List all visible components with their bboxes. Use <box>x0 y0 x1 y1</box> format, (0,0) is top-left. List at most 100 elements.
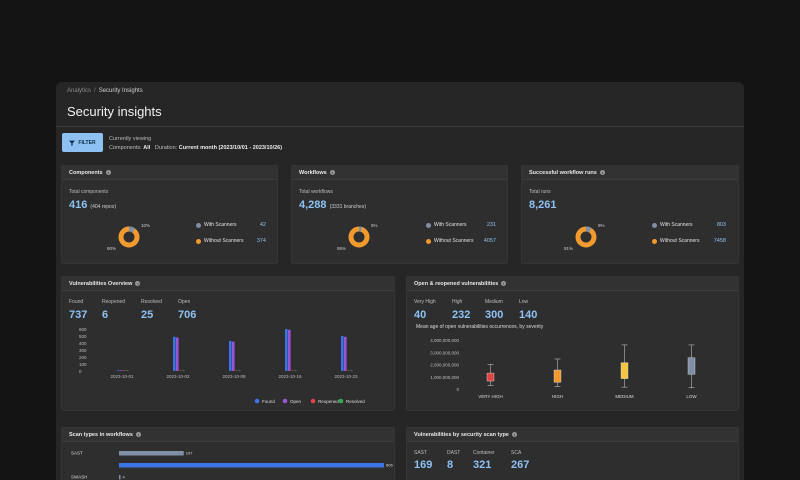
bar-found <box>285 329 288 371</box>
bar-open <box>232 341 235 371</box>
bar-reopened <box>235 370 238 371</box>
legend-label-open: Open <box>290 399 302 404</box>
without-label: Without Scanners <box>660 238 700 244</box>
legend-with: With Scanners <box>196 222 237 228</box>
y-tick-label: 300 <box>79 348 87 353</box>
without-value: 4057 <box>483 238 496 244</box>
without-value: 374 <box>256 238 266 244</box>
without-dot <box>652 238 657 244</box>
y-tick-label: 500 <box>79 334 87 339</box>
stat-open-value: 706 <box>178 309 197 321</box>
stat-sast-value: 169 <box>414 459 433 471</box>
info-icon[interactable]: i <box>501 281 507 286</box>
y-tick-label: 3,000,000,000 <box>430 350 459 355</box>
legend-dot-reopened <box>310 398 316 404</box>
stat-low-label: Low <box>519 299 529 305</box>
legend-dot-found <box>254 398 260 404</box>
filter-button[interactable]: FILTER <box>62 133 103 152</box>
without-dot <box>196 238 201 244</box>
pct-without: 95% <box>337 246 347 251</box>
stat-resolved-label: Resolved <box>141 299 162 305</box>
total-value: 8,261 <box>529 199 557 211</box>
bar-resolved <box>294 370 297 371</box>
stat-very-high-value: 40 <box>414 309 427 321</box>
stat-dast-label: DAST <box>447 450 461 456</box>
total-value: 416 (404 repos) <box>69 199 116 211</box>
page-title: Security insights <box>67 104 162 119</box>
scan-types-card: Scan types in workflows i SAST 197 806 SWASH… <box>61 427 395 480</box>
app-window: Analytics / Security Insights Security ins… <box>56 82 744 480</box>
bar-open <box>176 337 179 371</box>
without-dot <box>426 238 431 244</box>
stat-low-value: 140 <box>519 309 538 321</box>
info-icon[interactable]: i <box>105 170 111 175</box>
legend-label-reopened: Reopened <box>318 399 339 404</box>
pct-with: 9% <box>598 223 605 228</box>
total-number: 416 <box>69 199 88 211</box>
box-chart-subtitle: Mean age of open vulnerabilities occurre… <box>416 324 544 330</box>
y-tick-label: 100 <box>79 362 87 367</box>
workflow-runs-card: Successful workflow runs i Total runs 8,2… <box>521 165 739 264</box>
without-value: 7458 <box>713 238 726 244</box>
y-tick-label: 200 <box>79 355 87 360</box>
with-dot <box>196 222 201 228</box>
bar-found <box>117 370 120 371</box>
workflows-card: Workflows i Total workflows 4,288 (3331 b… <box>291 165 508 264</box>
info-icon[interactable]: i <box>599 170 605 175</box>
box-high <box>553 369 562 383</box>
bar-resolved <box>126 370 129 371</box>
y-tick-label: 2,000,000,000 <box>430 363 459 368</box>
x-tick-label: 2023-10-02 <box>166 374 190 379</box>
scan-types-bar-chart: SAST 197 806 SWASH 4 <box>71 451 393 480</box>
stat-medium-value: 300 <box>485 309 504 321</box>
donut-with-segment <box>348 226 370 248</box>
row-label: SWASH <box>71 475 87 480</box>
card-header: Scan types in workflows i <box>62 428 394 442</box>
with-value: 42 <box>259 222 266 228</box>
pct-without: 90% <box>107 246 117 251</box>
total-label: Total workflows <box>299 189 333 195</box>
total-sub: (3331 branches) <box>329 204 367 210</box>
card-header: Components i <box>62 166 277 180</box>
with-label: With Scanners <box>204 222 237 228</box>
with-label: With Scanners <box>434 222 467 228</box>
mean-age-box-chart: 4,000,000,000 3,000,000,000 2,000,000,000 1… <box>430 338 697 399</box>
stat-high-value: 232 <box>452 309 471 321</box>
hbar <box>119 463 384 468</box>
vulnerabilities-overview-card: Vulnerabilities Overview i Found 737 Reop… <box>61 276 395 411</box>
vuln-overview-title: Vulnerabilities Overview <box>69 280 133 287</box>
info-icon[interactable]: i <box>329 170 335 175</box>
breadcrumb-current: Security Insights <box>98 88 143 94</box>
x-tick-label: 2023-10-16 <box>278 374 302 379</box>
with-value: 231 <box>486 222 496 228</box>
card-header: Workflows i <box>292 166 507 180</box>
donut-chart <box>118 226 140 248</box>
info-icon[interactable]: i <box>135 432 141 437</box>
viewing-details: Components: All Duration: Current month … <box>109 144 282 153</box>
breadcrumb: Analytics / Security Insights <box>67 88 143 94</box>
legend-without: Without Scanners <box>196 238 243 244</box>
viewing-heading: Currently viewing <box>109 136 152 142</box>
hbar <box>119 451 184 456</box>
card-header: Vulnerabilities Overview i <box>62 277 394 291</box>
y-tick-label: 600 <box>79 327 87 332</box>
open-reopened-card: Open & reopened vulnerabilities i Very Hi… <box>406 276 739 411</box>
scan-types-title: Scan types in workflows <box>69 431 133 438</box>
info-icon[interactable]: i <box>511 432 517 437</box>
bar-resolved <box>182 370 185 371</box>
bar-found <box>341 336 344 371</box>
filter-button-label: FILTER <box>78 139 96 146</box>
x-tick-label: VERY HIGH <box>478 394 503 399</box>
bar-reopened <box>179 370 182 371</box>
stat-sast-label: SAST <box>414 450 428 456</box>
with-dot <box>426 222 431 228</box>
breadcrumb-analytics[interactable]: Analytics <box>67 88 92 94</box>
box-very-high <box>486 372 495 382</box>
row-label: SAST <box>71 451 83 456</box>
y-tick-label: 1,000,000,000 <box>430 375 459 380</box>
pct-with: 10% <box>141 223 151 228</box>
total-number: 4,288 <box>299 199 327 211</box>
bar-reopened <box>123 370 126 371</box>
info-icon[interactable]: i <box>135 281 141 286</box>
total-label: Total components <box>69 189 109 195</box>
